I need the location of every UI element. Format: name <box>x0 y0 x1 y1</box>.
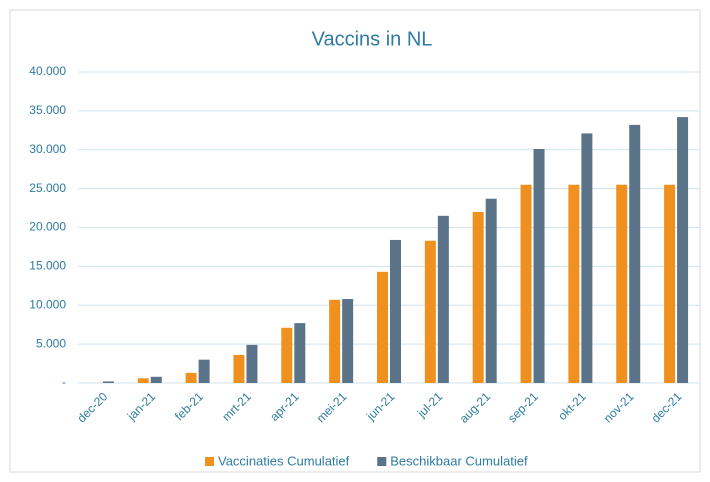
bar <box>294 323 306 383</box>
bar <box>472 211 484 383</box>
bar <box>437 215 449 383</box>
bar <box>281 327 293 383</box>
bar <box>329 299 341 383</box>
bar <box>677 117 689 383</box>
y-tick-label: 30.000 <box>29 142 66 156</box>
bar <box>616 184 628 383</box>
legend-swatch <box>205 457 214 466</box>
bar <box>150 376 162 383</box>
bar <box>137 378 149 383</box>
y-tick-label: 25.000 <box>29 181 66 195</box>
legend-swatch <box>377 457 387 466</box>
bar <box>629 124 641 384</box>
legend-label: Vaccinaties Cumulatief <box>218 453 350 468</box>
bar <box>102 381 114 383</box>
bar <box>390 239 401 383</box>
bar <box>377 271 388 383</box>
bar <box>424 240 436 383</box>
y-tick-label: 35.000 <box>29 103 66 117</box>
bar <box>246 344 258 383</box>
y-tick-label: 10.000 <box>29 297 66 311</box>
bar <box>533 148 545 383</box>
bar <box>581 133 593 383</box>
bar <box>185 372 197 383</box>
bar <box>342 299 354 383</box>
bar <box>485 198 497 383</box>
bar <box>198 359 210 383</box>
chart-title: Vaccins in NL <box>312 28 433 50</box>
legend-label: Beschikbaar Cumulatief <box>390 453 528 468</box>
bar <box>233 355 245 383</box>
bar <box>568 184 580 383</box>
chart-border <box>9 9 701 473</box>
bar <box>664 184 676 383</box>
y-tick-label: 40.000 <box>29 64 66 78</box>
y-tick-label: - <box>62 375 66 389</box>
y-tick-label: 15.000 <box>29 259 66 273</box>
bar <box>520 184 532 383</box>
y-tick-label: 20.000 <box>29 220 66 234</box>
y-tick-label: 5.000 <box>36 336 66 350</box>
